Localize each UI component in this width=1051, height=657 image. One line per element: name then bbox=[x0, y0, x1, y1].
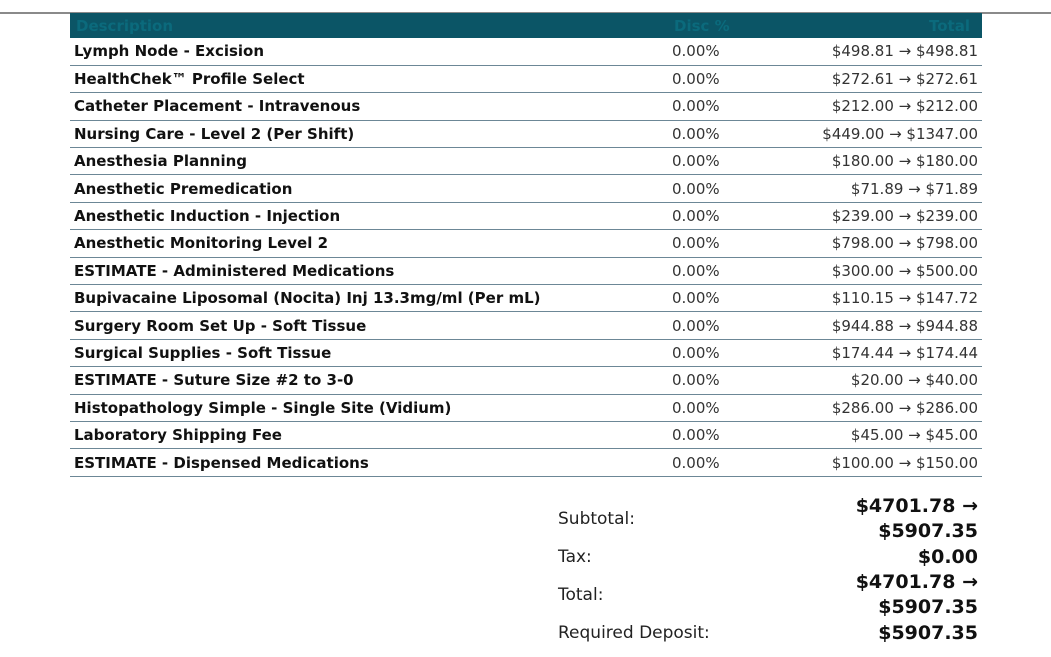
table-row: Anesthetic Monitoring Level 2 0.00% $798.0… bbox=[70, 229, 982, 258]
line-item-description: Anesthetic Induction - Injection bbox=[70, 202, 668, 231]
table-row: Catheter Placement - Intravenous 0.00% $21… bbox=[70, 92, 982, 121]
line-item-description: Bupivacaine Liposomal (Nocita) Inj 13.3m… bbox=[70, 284, 668, 313]
deposit-row: Required Deposit: $5907.35 bbox=[558, 620, 978, 646]
line-item-total: $798.00 → $798.00 bbox=[788, 229, 982, 258]
line-item-total: $180.00 → $180.00 bbox=[788, 147, 982, 176]
line-item-description: ESTIMATE - Dispensed Medications bbox=[70, 448, 668, 477]
total-row: Total: $4701.78 → $5907.35 bbox=[558, 570, 978, 620]
table-row: ESTIMATE - Dispensed Medications 0.00% $10… bbox=[70, 448, 982, 477]
line-item-discount: 0.00% bbox=[668, 284, 788, 313]
line-item-discount: 0.00% bbox=[668, 229, 788, 258]
line-item-description: Surgical Supplies - Soft Tissue bbox=[70, 339, 668, 368]
line-item-discount: 0.00% bbox=[668, 394, 788, 422]
line-item-description: Histopathology Simple - Single Site (Vid… bbox=[70, 394, 668, 422]
line-item-total: $45.00 → $45.00 bbox=[788, 421, 982, 450]
line-item-total: $300.00 → $500.00 bbox=[788, 257, 982, 286]
line-item-description: Surgery Room Set Up - Soft Tissue bbox=[70, 311, 668, 340]
line-item-description: Anesthetic Premedication bbox=[70, 174, 668, 203]
line-item-total: $212.00 → $212.00 bbox=[788, 92, 982, 121]
line-item-discount: 0.00% bbox=[668, 311, 788, 340]
line-item-discount: 0.00% bbox=[668, 92, 788, 121]
subtotal-row: Subtotal: $4701.78 → $5907.35 bbox=[558, 494, 978, 544]
line-item-total: $286.00 → $286.00 bbox=[788, 394, 982, 422]
line-item-total: $239.00 → $239.00 bbox=[788, 202, 982, 231]
table-row: Surgical Supplies - Soft Tissue 0.00% $174… bbox=[70, 339, 982, 368]
table-row: Anesthesia Planning 0.00% $180.00 → $180.0… bbox=[70, 147, 982, 176]
table-row: ESTIMATE - Administered Medications 0.00%… bbox=[70, 257, 982, 286]
subtotal-label: Subtotal: bbox=[558, 509, 635, 529]
line-item-total: $110.15 → $147.72 bbox=[788, 284, 982, 313]
subtotal-value: $4701.78 → $5907.35 bbox=[856, 494, 978, 544]
subtotal-amount: $4701.78 → $5907.35 bbox=[855, 495, 978, 542]
total-amount: $4701.78 → $5907.35 bbox=[855, 571, 978, 618]
table-row: ESTIMATE - Suture Size #2 to 3-0 0.00% $20… bbox=[70, 366, 982, 395]
line-item-discount: 0.00% bbox=[668, 421, 788, 450]
line-item-description: Catheter Placement - Intravenous bbox=[70, 92, 668, 121]
line-item-discount: 0.00% bbox=[668, 257, 788, 286]
line-item-discount: 0.00% bbox=[668, 366, 788, 395]
line-item-description: Anesthesia Planning bbox=[70, 147, 668, 176]
tax-value: $0.00 bbox=[917, 545, 978, 568]
line-item-discount: 0.00% bbox=[668, 448, 788, 477]
tax-label: Tax: bbox=[558, 547, 592, 567]
line-item-description: Lymph Node - Excision bbox=[70, 38, 668, 66]
line-item-total: $944.88 → $944.88 bbox=[788, 311, 982, 340]
table-row: Anesthetic Induction - Injection 0.00% $23… bbox=[70, 202, 982, 231]
table-row: HealthChek™ Profile Select 0.00% $272.61 →… bbox=[70, 65, 982, 94]
table-row: Surgery Room Set Up - Soft Tissue 0.00% $9… bbox=[70, 311, 982, 340]
deposit-value: $5907.35 bbox=[878, 621, 978, 644]
column-header-total: Total bbox=[788, 13, 982, 38]
total-label: Total: bbox=[558, 585, 604, 605]
line-item-description: ESTIMATE - Suture Size #2 to 3-0 bbox=[70, 366, 668, 395]
line-item-total: $272.61 → $272.61 bbox=[788, 65, 982, 94]
line-item-discount: 0.00% bbox=[668, 38, 788, 66]
line-item-total: $449.00 → $1347.00 bbox=[788, 120, 982, 149]
line-item-total: $174.44 → $174.44 bbox=[788, 339, 982, 368]
column-header-description: Description bbox=[70, 13, 668, 38]
tax-row: Tax: $0.00 bbox=[558, 544, 978, 570]
line-item-discount: 0.00% bbox=[668, 202, 788, 231]
line-item-total: $71.89 → $71.89 bbox=[788, 174, 982, 203]
table-header-row: Description Disc % Total bbox=[70, 13, 982, 38]
table-row: Anesthetic Premedication 0.00% $71.89 → $7… bbox=[70, 174, 982, 203]
totals-summary: Subtotal: $4701.78 → $5907.35 Tax: $0.00 … bbox=[558, 494, 978, 646]
line-item-description: HealthChek™ Profile Select bbox=[70, 65, 668, 94]
deposit-label: Required Deposit: bbox=[558, 623, 710, 643]
table-row: Lymph Node - Excision 0.00% $498.81 → $498… bbox=[70, 38, 982, 66]
line-item-description: Anesthetic Monitoring Level 2 bbox=[70, 229, 668, 258]
table-row: Histopathology Simple - Single Site (Vid… bbox=[70, 394, 982, 422]
column-header-disc: Disc % bbox=[668, 13, 788, 38]
table-row: Bupivacaine Liposomal (Nocita) Inj 13.3m… bbox=[70, 284, 982, 313]
line-item-description: ESTIMATE - Administered Medications bbox=[70, 257, 668, 286]
line-item-total: $20.00 → $40.00 bbox=[788, 366, 982, 395]
total-value: $4701.78 → $5907.35 bbox=[856, 570, 978, 620]
line-item-total: $100.00 → $150.00 bbox=[788, 448, 982, 477]
estimate-table: Description Disc % Total Lymph Node - Ex… bbox=[70, 13, 982, 477]
line-item-discount: 0.00% bbox=[668, 147, 788, 176]
line-item-discount: 0.00% bbox=[668, 339, 788, 368]
line-item-discount: 0.00% bbox=[668, 120, 788, 149]
table-row: Laboratory Shipping Fee 0.00% $45.00 → $45… bbox=[70, 421, 982, 450]
table-row: Nursing Care - Level 2 (Per Shift) 0.00% $… bbox=[70, 120, 982, 149]
line-item-description: Laboratory Shipping Fee bbox=[70, 421, 668, 450]
line-item-discount: 0.00% bbox=[668, 65, 788, 94]
line-item-total: $498.81 → $498.81 bbox=[788, 38, 982, 66]
line-item-description: Nursing Care - Level 2 (Per Shift) bbox=[70, 120, 668, 149]
line-item-discount: 0.00% bbox=[668, 174, 788, 203]
